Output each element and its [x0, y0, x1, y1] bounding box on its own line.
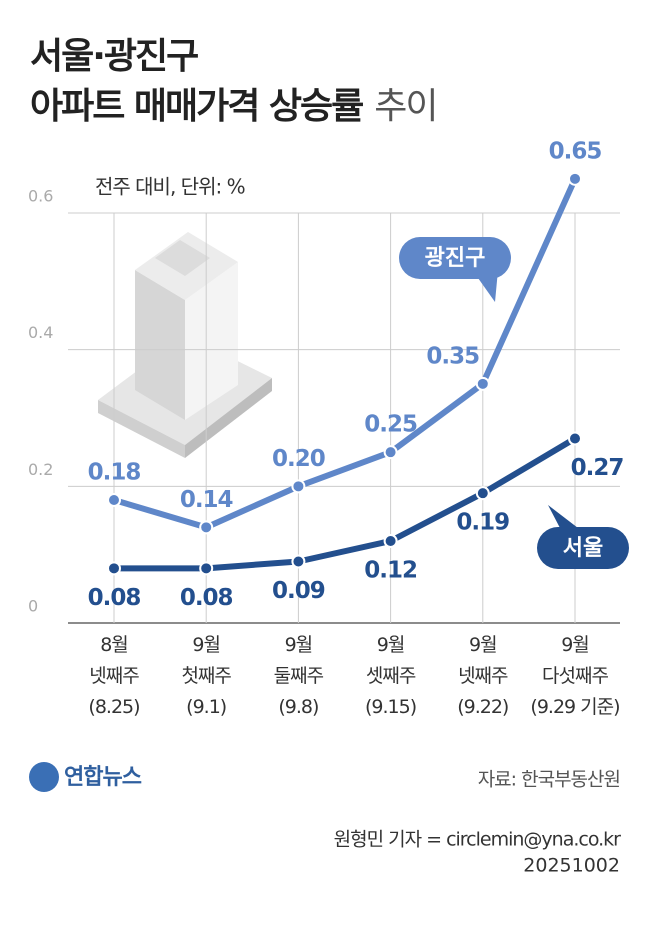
logo-icon: [29, 762, 59, 792]
x-tick-label: 9월 둘째주 (9.8): [273, 634, 324, 718]
building-illustration: [98, 232, 272, 458]
data-point: [291, 554, 306, 569]
data-point: [383, 534, 398, 548]
x-tick-label: 9월 첫째주 (9.1): [181, 634, 231, 718]
y-tick-label: 0: [28, 597, 38, 616]
y-tick-label: 0.4: [28, 323, 53, 342]
chart-title: 아파트 매매가격 상승률: [30, 86, 363, 127]
series-line: [114, 435, 577, 572]
subtitle: 전주 대비, 단위: %: [95, 175, 245, 199]
data-label: 0.09: [272, 578, 325, 604]
data-point: [568, 171, 582, 186]
data-label: 0.12: [364, 558, 417, 584]
data-point: [199, 520, 214, 535]
data-label: 0.65: [549, 138, 602, 164]
legend-bubble: [399, 237, 511, 279]
data-label: 0.27: [571, 455, 624, 481]
x-tick-label: 8월 넷째주 (8.25): [88, 634, 140, 718]
legend-label: 서울: [563, 536, 603, 561]
chart-title-light: 추이: [374, 86, 436, 127]
data-point: [383, 445, 398, 460]
logo: 연합뉴스: [64, 764, 142, 790]
x-tick-label: 9월 셋째주 (9.15): [365, 634, 417, 718]
data-label: 0.08: [180, 585, 233, 611]
data-label: 0.08: [88, 585, 141, 611]
y-tick-label: 0.6: [28, 187, 53, 206]
legend-bubble: [537, 527, 629, 569]
data-label: 0.25: [364, 412, 417, 438]
data-point: [107, 561, 121, 576]
data-label: 0.19: [456, 510, 509, 536]
x-tick-label: 9월 넷째주 (9.22): [457, 634, 509, 718]
data-point: [291, 479, 306, 494]
data-label: 0.18: [88, 460, 141, 486]
legend-label: 광진구: [425, 246, 486, 271]
chart-title: 서울·광진구: [30, 36, 198, 77]
chart-title: 아파트 매매가격 상승률 추이: [30, 86, 437, 127]
date: 20251002: [523, 855, 620, 877]
source: 자료: 한국부동산원: [478, 769, 620, 791]
x-tick-label: 9월 다섯째주 (9.29 기준): [530, 634, 620, 718]
credit: 원형민 기자 = circlemin@yna.co.kr: [334, 829, 622, 851]
data-point: [199, 561, 214, 576]
series-line: [113, 177, 578, 531]
data-label: 0.20: [272, 446, 325, 472]
y-tick-label: 0.2: [28, 460, 53, 479]
data-point: [107, 493, 121, 507]
data-point: [475, 486, 490, 501]
data-point: [568, 431, 582, 446]
data-point: [475, 376, 490, 391]
data-label: 0.35: [426, 343, 479, 369]
legend-bubble-tail: [548, 505, 578, 528]
data-label: 0.14: [180, 487, 233, 513]
